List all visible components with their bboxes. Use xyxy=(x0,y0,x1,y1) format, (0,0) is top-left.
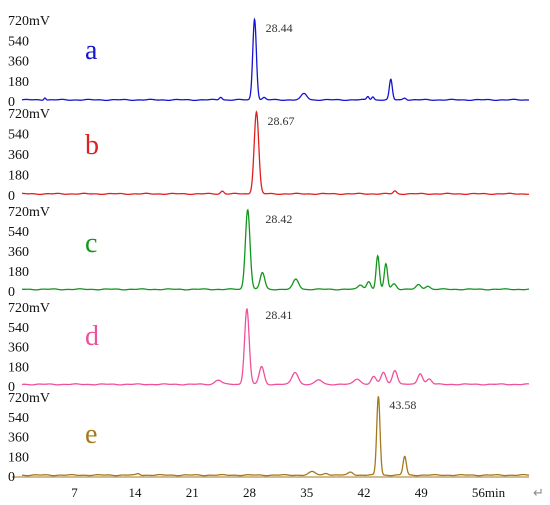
trace-c xyxy=(21,208,530,291)
x-tick-label-35: 35 xyxy=(300,485,313,500)
y-tick-label: 0 xyxy=(8,189,15,204)
y-tick-label: 540 xyxy=(8,411,29,426)
y-tick-label: 180 xyxy=(8,450,29,465)
x-tick-label-42: 42 xyxy=(357,485,370,500)
x-axis: 7 14 21 28 35 42 49 56min xyxy=(12,476,529,500)
y-tick-label: 180 xyxy=(8,265,29,280)
panel-e: 0 180 360 540 720mV e 43.58 xyxy=(8,391,530,485)
x-tick-label-28: 28 xyxy=(243,485,256,500)
y-tick-label: 0 xyxy=(8,285,15,300)
y-tick-label: 360 xyxy=(8,55,29,70)
x-tick-label-56min: 56min xyxy=(472,485,506,500)
peak-label-d: 28.41 xyxy=(265,308,292,322)
panels: 0 180 360 540 720mV a 28.44 0 180 360 540 720mV b 28.… xyxy=(8,14,530,485)
trace-b xyxy=(22,110,530,196)
y-tick-label: 540 xyxy=(8,34,29,49)
peak-label-b: 28.67 xyxy=(267,114,294,128)
panel-b: 0 180 360 540 720mV b 28.67 xyxy=(8,107,530,204)
peak-label-c: 28.42 xyxy=(265,212,292,226)
y-tick-label: 180 xyxy=(8,360,29,375)
y-tick-label: 0 xyxy=(8,470,15,485)
y-tick-label: 360 xyxy=(8,245,29,260)
trace-e xyxy=(21,396,530,477)
peak-label-a: 28.44 xyxy=(266,21,293,35)
y-tick-label: 180 xyxy=(8,75,29,90)
y-tick-label: 540 xyxy=(8,225,29,240)
y-tick-label: 360 xyxy=(8,431,29,446)
y-tick-label: 720mV xyxy=(8,107,50,122)
series-label-c: c xyxy=(85,228,97,259)
trace-a xyxy=(21,17,530,102)
y-tick-label: 540 xyxy=(8,128,29,143)
y-tick-label: 0 xyxy=(8,95,15,110)
series-label-e: e xyxy=(85,419,97,450)
y-tick-label: 720mV xyxy=(8,391,50,406)
y-tick-label: 360 xyxy=(8,341,29,356)
panel-a: 0 180 360 540 720mV a 28.44 xyxy=(8,14,530,110)
panel-c: 0 180 360 540 720mV c 28.42 xyxy=(8,205,530,300)
series-label-d: d xyxy=(85,321,99,352)
panel-d: 0 180 360 540 720mV d 28.41 xyxy=(8,301,530,395)
y-tick-label: 720mV xyxy=(8,14,50,29)
y-tick-label: 720mV xyxy=(8,205,50,220)
y-tick-label: 720mV xyxy=(8,301,50,316)
trace-d xyxy=(21,307,530,386)
y-tick-label: 180 xyxy=(8,169,29,184)
series-label-b: b xyxy=(85,130,99,161)
y-tick-label: 540 xyxy=(8,321,29,336)
x-tick-label-49: 49 xyxy=(415,485,428,500)
x-tick-label-7: 7 xyxy=(71,485,78,500)
series-label-a: a xyxy=(85,35,98,66)
x-tick-label-14: 14 xyxy=(128,485,142,500)
y-tick-label: 0 xyxy=(8,380,15,395)
peak-label-e: 43.58 xyxy=(389,398,416,412)
x-tick-label-21: 21 xyxy=(186,485,199,500)
return-mark: ↵ xyxy=(533,486,544,501)
y-tick-label: 360 xyxy=(8,148,29,163)
